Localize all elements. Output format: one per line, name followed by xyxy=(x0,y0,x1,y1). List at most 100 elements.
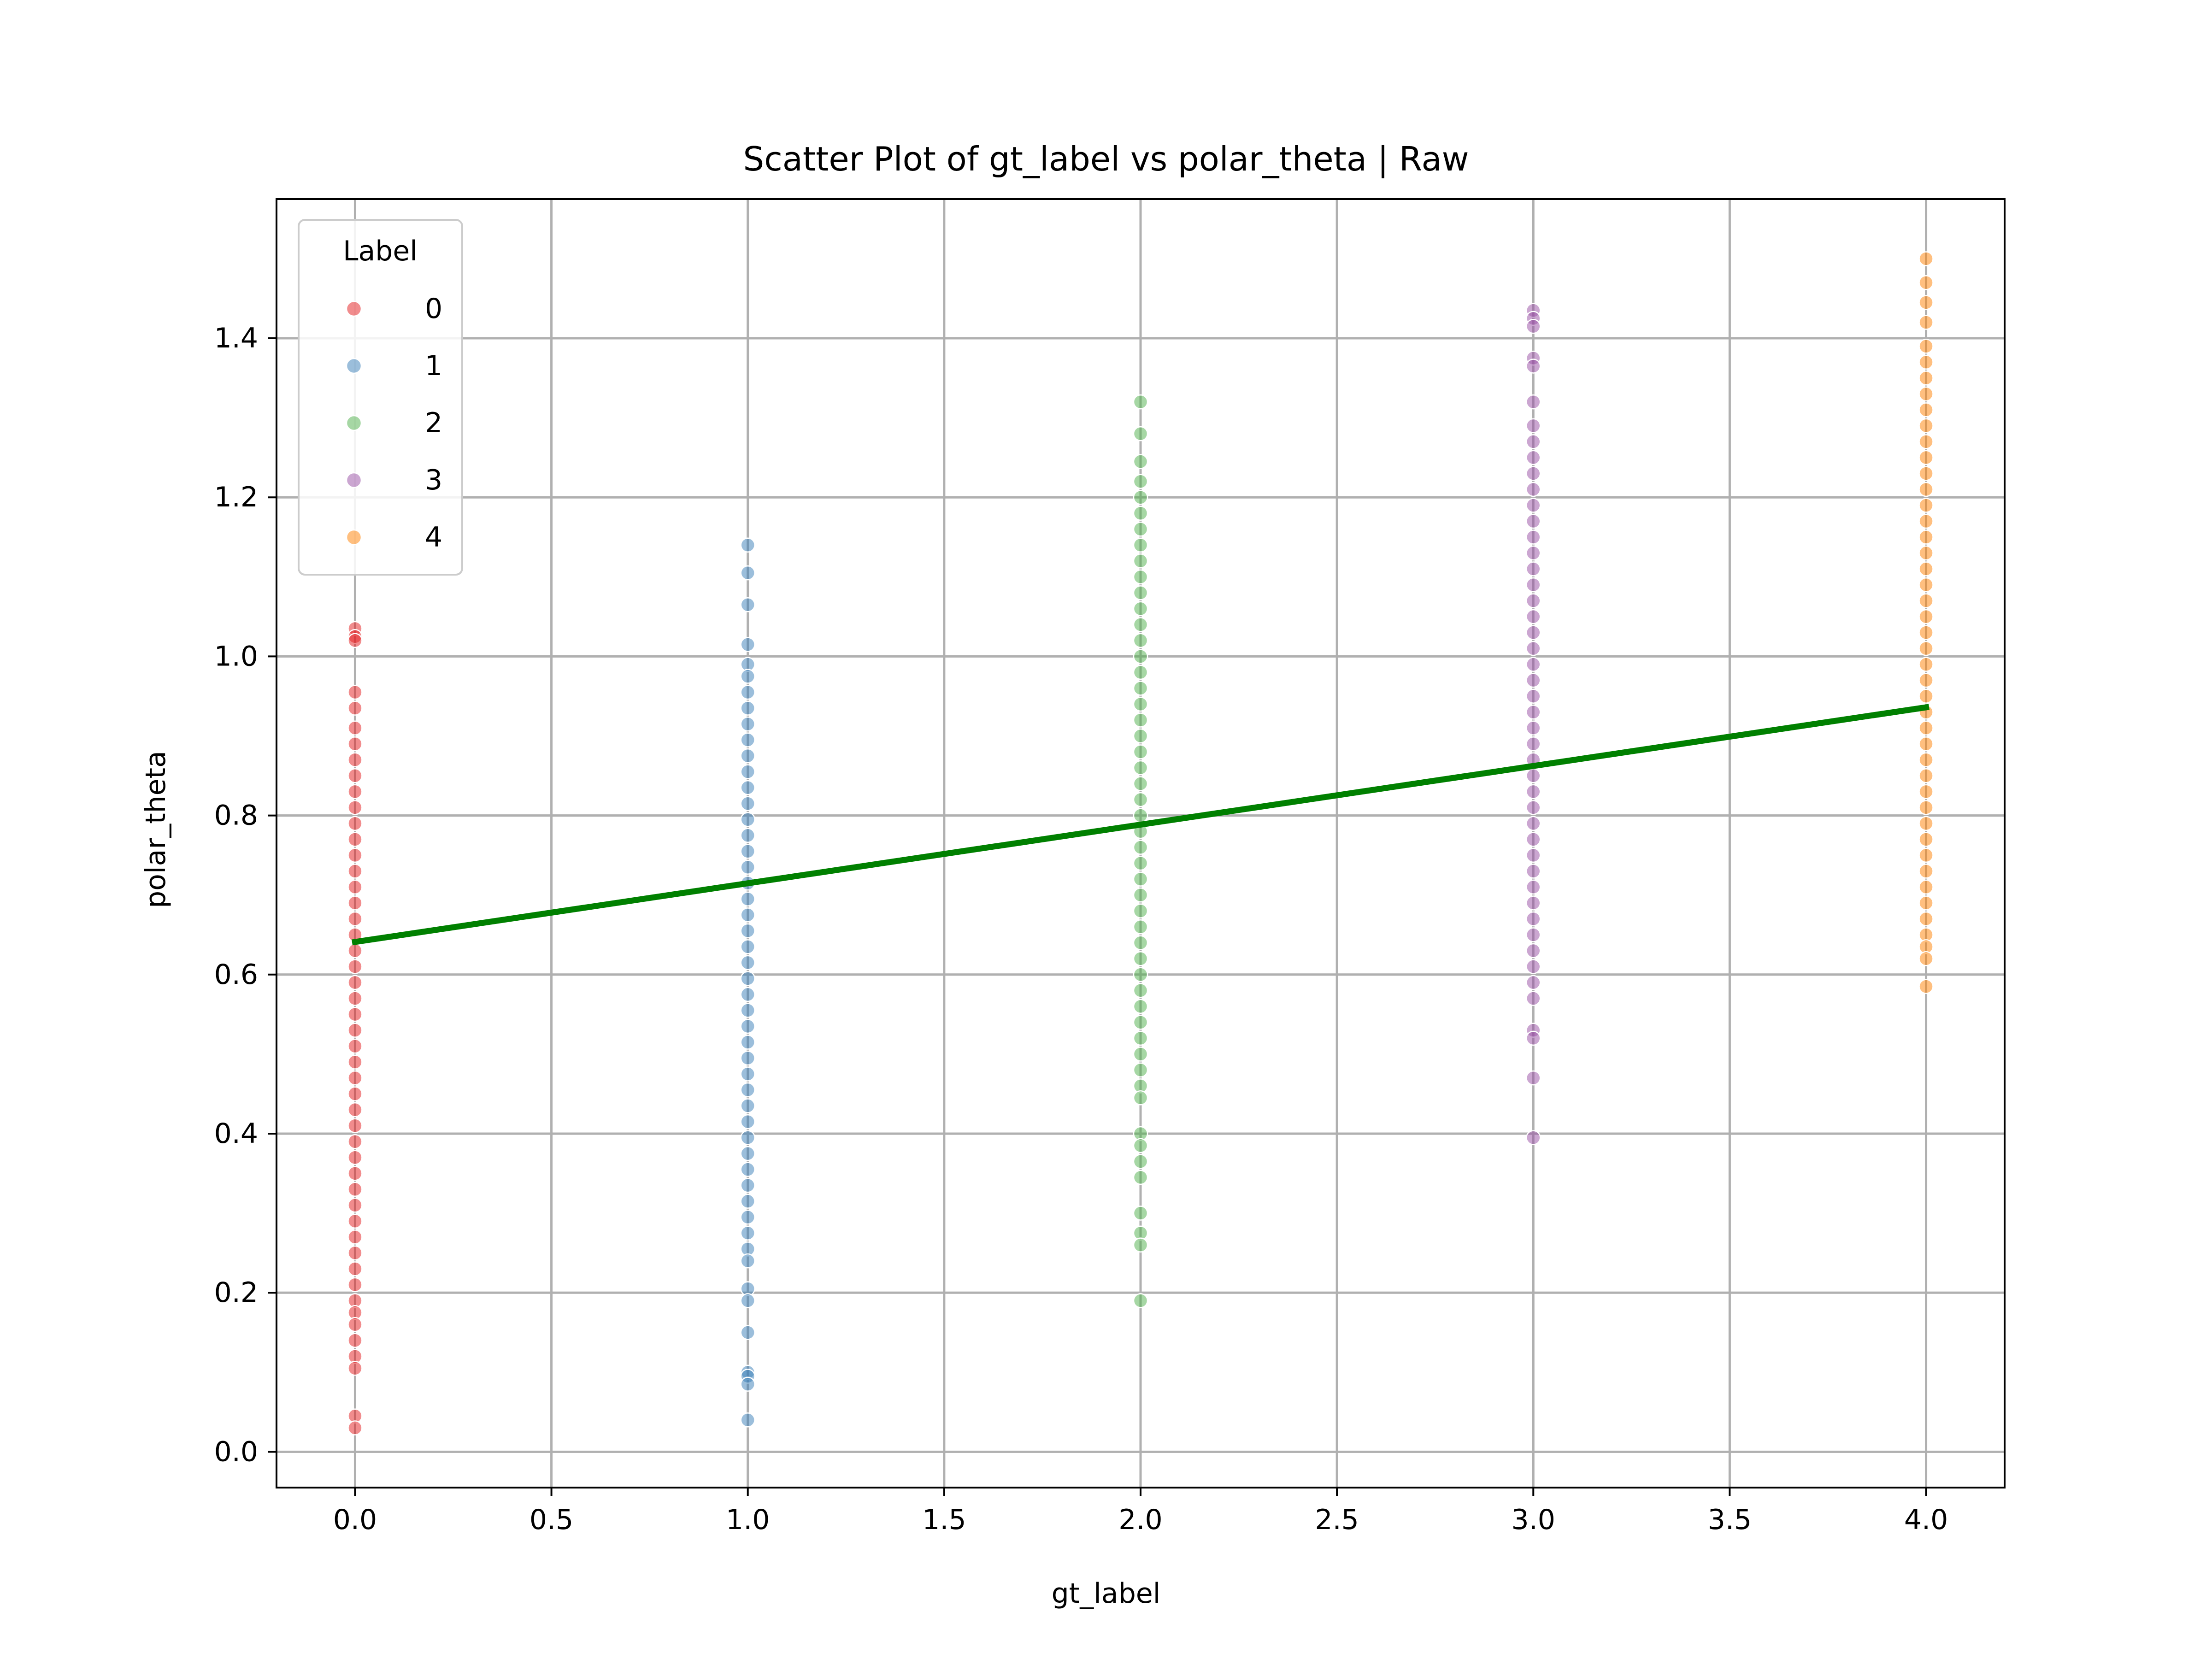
data-point-label-2 xyxy=(1133,1090,1148,1106)
data-point-label-0 xyxy=(347,784,363,800)
data-point-label-2 xyxy=(1133,696,1148,712)
data-point-label-3 xyxy=(1526,768,1541,783)
data-point-label-1 xyxy=(740,939,755,954)
data-point-label-4 xyxy=(1918,371,1934,386)
data-point-label-1 xyxy=(740,891,755,907)
data-point-label-4 xyxy=(1918,847,1934,863)
data-point-label-0 xyxy=(347,879,363,895)
data-point-label-1 xyxy=(740,1177,755,1193)
legend-label-1: 1 xyxy=(425,350,442,382)
data-point-label-4 xyxy=(1918,672,1934,688)
data-point-label-3 xyxy=(1526,832,1541,847)
data-point-label-0 xyxy=(347,720,363,735)
data-point-label-4 xyxy=(1918,688,1934,704)
data-point-label-4 xyxy=(1918,466,1934,481)
data-point-label-4 xyxy=(1918,832,1934,847)
data-point-label-3 xyxy=(1526,394,1541,410)
data-point-label-3 xyxy=(1526,975,1541,990)
data-point-label-2 xyxy=(1133,1047,1148,1062)
data-point-label-3 xyxy=(1526,816,1541,831)
data-point-label-1 xyxy=(740,1293,755,1308)
data-point-label-0 xyxy=(347,1150,363,1165)
data-point-label-3 xyxy=(1526,1070,1541,1086)
data-point-label-4 xyxy=(1918,498,1934,513)
data-point-label-3 xyxy=(1526,688,1541,704)
data-point-label-0 xyxy=(347,1006,363,1022)
data-point-label-1 xyxy=(740,1412,755,1428)
data-point-label-1 xyxy=(740,1325,755,1340)
y-tick-label: 1.2 xyxy=(214,481,258,513)
data-point-label-1 xyxy=(740,987,755,1002)
data-point-label-0 xyxy=(347,864,363,879)
data-point-label-1 xyxy=(740,1146,755,1161)
data-point-label-4 xyxy=(1918,386,1934,402)
data-point-label-0 xyxy=(347,943,363,959)
data-point-label-2 xyxy=(1133,903,1148,918)
data-point-label-3 xyxy=(1526,561,1541,577)
legend-label-4: 4 xyxy=(425,521,442,553)
data-point-label-0 xyxy=(347,1245,363,1261)
data-point-label-2 xyxy=(1133,792,1148,807)
data-point-label-0 xyxy=(347,911,363,927)
data-point-label-4 xyxy=(1918,951,1934,966)
data-point-label-3 xyxy=(1526,879,1541,895)
data-point-label-2 xyxy=(1133,585,1148,600)
data-point-label-0 xyxy=(347,1166,363,1181)
x-tick-label: 2.5 xyxy=(1315,1504,1359,1536)
data-point-label-3 xyxy=(1526,641,1541,656)
data-point-label-2 xyxy=(1133,1015,1148,1030)
data-point-label-0 xyxy=(347,1360,363,1376)
data-point-label-2 xyxy=(1133,871,1148,887)
data-point-label-4 xyxy=(1918,434,1934,449)
legend-marker-1 xyxy=(346,358,362,374)
data-point-label-4 xyxy=(1918,979,1934,994)
data-point-label-0 xyxy=(347,1086,363,1101)
legend-marker-4 xyxy=(346,529,362,546)
data-point-label-4 xyxy=(1918,911,1934,927)
data-point-label-4 xyxy=(1918,736,1934,752)
data-point-label-4 xyxy=(1918,513,1934,529)
data-point-label-0 xyxy=(347,1420,363,1435)
data-point-label-0 xyxy=(347,975,363,990)
data-point-label-1 xyxy=(740,748,755,764)
data-point-label-1 xyxy=(740,669,755,684)
data-point-label-3 xyxy=(1526,359,1541,374)
x-tick-label: 4.0 xyxy=(1904,1504,1948,1536)
data-point-label-0 xyxy=(347,684,363,700)
data-point-label-0 xyxy=(347,1102,363,1118)
data-point-label-4 xyxy=(1918,864,1934,879)
y-tick-label: 0.2 xyxy=(214,1277,258,1309)
data-point-label-1 xyxy=(740,1194,755,1209)
data-point-label-1 xyxy=(740,923,755,939)
data-point-label-0 xyxy=(347,832,363,847)
axes xyxy=(268,198,2006,1496)
legend-marker-0 xyxy=(346,300,362,317)
data-point-label-0 xyxy=(347,1317,363,1332)
data-point-label-3 xyxy=(1526,318,1541,334)
data-point-label-4 xyxy=(1918,752,1934,768)
data-point-label-1 xyxy=(740,732,755,747)
regression-line-layer xyxy=(352,704,1930,946)
data-point-label-0 xyxy=(347,768,363,783)
data-point-label-4 xyxy=(1918,816,1934,831)
data-point-label-1 xyxy=(740,1050,755,1066)
data-point-label-1 xyxy=(740,1377,755,1392)
data-point-label-1 xyxy=(740,1253,755,1269)
data-point-label-2 xyxy=(1133,887,1148,903)
data-point-label-2 xyxy=(1133,808,1148,823)
data-point-label-1 xyxy=(740,796,755,811)
y-tick-label: 0.6 xyxy=(214,959,258,991)
data-point-label-2 xyxy=(1133,1170,1148,1185)
data-point-label-1 xyxy=(740,812,755,827)
data-point-label-1 xyxy=(740,780,755,795)
data-point-label-4 xyxy=(1918,402,1934,418)
data-point-label-0 xyxy=(347,1230,363,1245)
regression-line xyxy=(352,704,1930,946)
data-point-label-4 xyxy=(1918,354,1934,370)
data-point-label-2 xyxy=(1133,617,1148,632)
data-point-label-3 xyxy=(1526,959,1541,974)
data-point-label-2 xyxy=(1133,506,1148,521)
data-point-label-4 xyxy=(1918,315,1934,330)
data-point-label-0 xyxy=(347,1213,363,1229)
